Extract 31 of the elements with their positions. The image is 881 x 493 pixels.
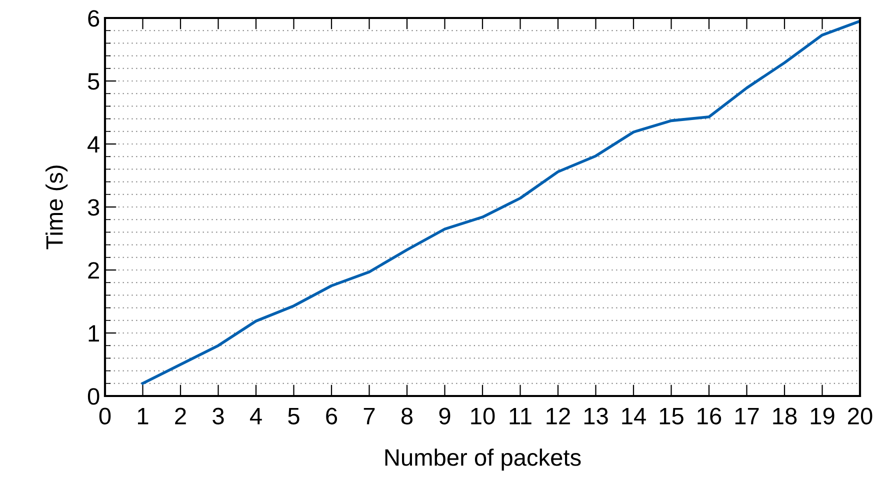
x-tick-label: 6 [326, 408, 338, 424]
x-tick-label: 12 [546, 408, 570, 424]
y-tick-label: 2 [88, 262, 99, 279]
x-tick-label: 17 [735, 408, 759, 424]
x-tick-label: 20 [848, 408, 872, 424]
y-tick-label: 4 [88, 136, 100, 153]
x-tick-label: 13 [584, 408, 608, 424]
y-tick-label: 0 [88, 388, 100, 405]
x-tick-label: 3 [212, 408, 224, 424]
x-tick-label: 8 [401, 408, 413, 424]
x-tick-label: 10 [471, 408, 495, 424]
x-tick-label: 9 [439, 408, 450, 424]
x-tick-label: 14 [622, 408, 646, 424]
x-tick-label: 18 [773, 408, 797, 424]
y-tick-label: 5 [88, 73, 100, 90]
x-tick-label: 1 [138, 408, 148, 424]
x-tick-label: 19 [810, 408, 834, 424]
x-tick-label: 15 [660, 408, 684, 424]
x-tick-label: 7 [364, 408, 375, 424]
x-tick-label: 2 [175, 408, 186, 424]
line-series [141, 20, 860, 385]
x-tick-label: 0 [99, 408, 111, 424]
x-tick-label: 5 [288, 408, 300, 424]
y-tick-label: 3 [88, 199, 100, 216]
x-tick-label: 16 [698, 408, 722, 424]
x-axis-title: Number of packets [385, 448, 581, 471]
y-axis-title: Time (s) [46, 166, 68, 250]
y-tick-label: 6 [88, 10, 100, 27]
x-tick-label: 11 [510, 408, 532, 424]
x-tick-label: 4 [250, 408, 262, 424]
y-tick-label: 1 [88, 325, 99, 342]
